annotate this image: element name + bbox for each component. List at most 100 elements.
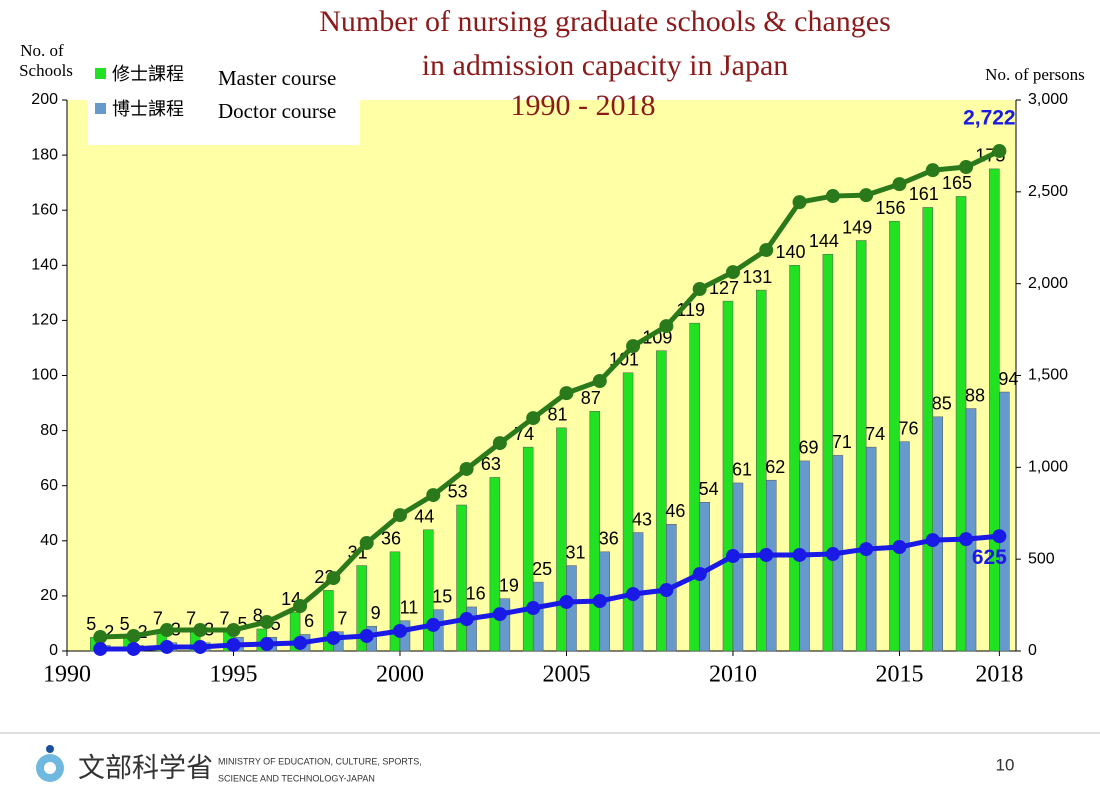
y-tick-label: 200 (31, 91, 58, 108)
y-tick-label: 80 (40, 422, 58, 439)
data-label: 7 (153, 608, 163, 628)
y2-tick-label: 1,500 (1028, 367, 1068, 384)
bar (889, 220, 900, 652)
bar (556, 427, 567, 652)
y2-tick-label: 1,000 (1028, 459, 1068, 476)
line-point (426, 617, 441, 632)
line-point (825, 547, 840, 562)
line-point (825, 189, 840, 204)
data-label: 15 (432, 586, 452, 606)
line-point (892, 177, 907, 192)
bar (423, 529, 434, 652)
bar (489, 477, 501, 652)
bar (323, 590, 334, 652)
y-tick-label: 0 (49, 642, 58, 659)
y-tick-label: 120 (31, 312, 58, 329)
bar (732, 482, 744, 652)
line-point (392, 623, 407, 638)
line-point (725, 549, 740, 564)
bar (789, 265, 800, 652)
bar (456, 504, 467, 652)
line-point (559, 594, 574, 609)
y-tick-label: 100 (31, 367, 58, 384)
line-point (426, 488, 441, 503)
data-label: 156 (875, 198, 905, 218)
data-label: 161 (909, 184, 939, 204)
bar (389, 551, 401, 652)
line-point (226, 637, 241, 652)
line-point (659, 319, 674, 334)
line-point (326, 571, 341, 586)
line-point (892, 540, 907, 555)
line-point (293, 635, 308, 650)
x-tick-label: 2010 (709, 662, 757, 688)
line-point (226, 623, 241, 638)
bar (356, 565, 367, 652)
bar (999, 391, 1010, 652)
x-tick-label: 2005 (542, 662, 590, 688)
data-label: 131 (742, 267, 772, 287)
y2-tick-label: 0 (1028, 642, 1037, 659)
line-point (193, 639, 208, 654)
bar (766, 479, 777, 652)
legend-box (88, 60, 360, 145)
legend-label: 博士課程 (112, 99, 184, 119)
data-label: 625 (972, 546, 1007, 569)
ministry-name: SCIENCE AND TECHNOLOGY-JAPAN (218, 773, 375, 783)
data-label: 69 (799, 438, 819, 458)
data-label: 140 (776, 242, 806, 262)
line-point (659, 583, 674, 598)
data-label: 94 (998, 369, 1018, 389)
data-label: 7 (186, 608, 196, 628)
bar (466, 606, 477, 652)
line (100, 148, 1001, 640)
y-tick-label: 60 (40, 477, 58, 494)
line-point (959, 532, 974, 547)
data-label: 25 (532, 559, 552, 579)
data-label: 6 (304, 611, 314, 631)
bar (499, 598, 511, 652)
line-point (626, 339, 641, 354)
data-label: 5 (271, 614, 281, 634)
page-number: 10 (996, 755, 1015, 774)
line-point (925, 533, 940, 548)
line-point (559, 386, 574, 401)
data-label: 36 (599, 529, 619, 549)
data-label: 36 (381, 529, 401, 549)
line-point (925, 163, 940, 178)
data-label: 19 (499, 575, 519, 595)
bar (622, 372, 634, 652)
line-point (792, 547, 807, 562)
line-point (359, 628, 374, 643)
legend-label: 修士課程 (112, 64, 184, 84)
legend-label: Doctor course (218, 99, 336, 123)
bar (689, 322, 700, 652)
data-label: 8 (253, 606, 263, 626)
line-point (492, 607, 507, 622)
line-point (859, 188, 874, 203)
data-label: 71 (832, 432, 852, 452)
y2-axis-label: No. of persons (985, 65, 1085, 84)
bar (989, 168, 1000, 652)
line-point (126, 641, 141, 656)
bar (589, 411, 601, 652)
line-point (626, 587, 641, 602)
bar (955, 196, 967, 652)
line-point (326, 630, 341, 645)
data-label: 5 (86, 614, 96, 634)
ministry-name: MINISTRY OF EDUCATION, CULTURE, SPORTS, (218, 756, 422, 766)
data-label: 44 (414, 507, 434, 527)
x-tick-label: 2015 (875, 662, 923, 688)
bar (656, 350, 667, 652)
y-tick-label: 140 (31, 257, 58, 274)
line-point (959, 160, 974, 175)
data-label: 2 (104, 622, 114, 642)
legend-swatch (95, 103, 106, 114)
data-label: 88 (965, 385, 985, 405)
data-label: 87 (581, 388, 601, 408)
data-label: 53 (448, 482, 468, 502)
x-tick-label: 1990 (43, 662, 91, 688)
y-tick-label: 40 (40, 532, 58, 549)
data-label: 61 (732, 460, 752, 480)
